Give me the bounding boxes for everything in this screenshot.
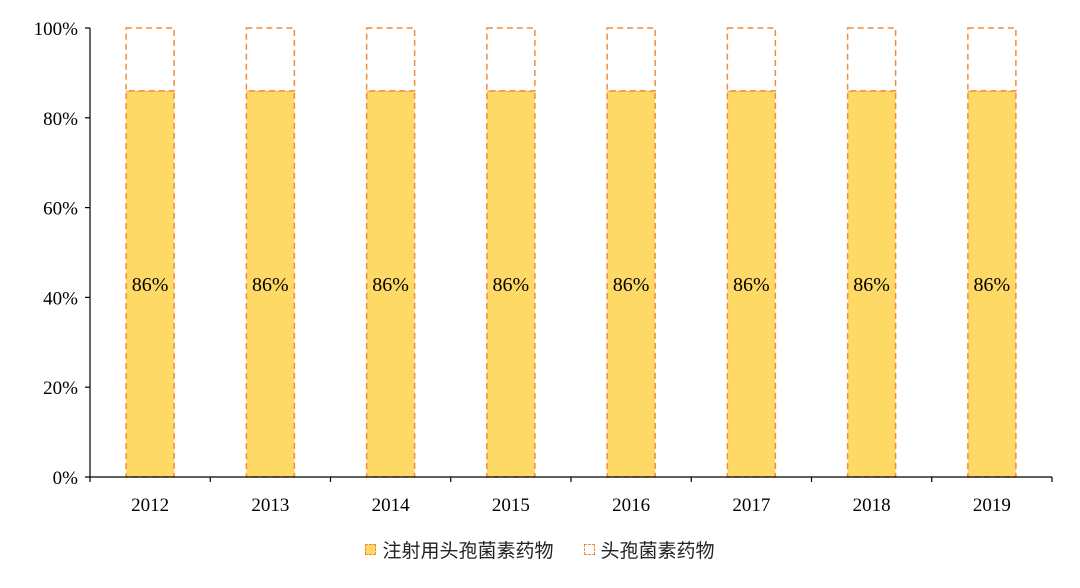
legend-label-injection: 注射用头孢菌素药物: [382, 540, 554, 562]
bar-cephalosporin-2012: [125, 27, 175, 92]
y-tick-label-2: 40%: [43, 288, 78, 309]
bar-injection-2015: [486, 90, 536, 478]
bars-layer: [125, 27, 1017, 478]
legend-label-cephalosporin: 头孢菌素药物: [600, 540, 715, 562]
bar-cephalosporin-2013: [245, 27, 296, 92]
bar-cephalosporin-2018: [846, 27, 897, 92]
bar-injection-2014: [365, 90, 416, 478]
legend-swatch-dashed: [583, 544, 595, 555]
bar-injection-2012: [125, 90, 175, 478]
data-label-2017: 86%: [733, 274, 770, 296]
legend-swatch-filled: [365, 544, 377, 555]
x-tick-label-2014: 2014: [372, 495, 411, 516]
x-tick-label-2016: 2016: [612, 495, 650, 516]
bar-cephalosporin-2015: [486, 27, 536, 92]
data-label-2012: 86%: [132, 274, 169, 296]
legend-item-cephalosporin[interactable]: 头孢菌素药物: [583, 536, 715, 563]
bar-injection-2013: [245, 90, 296, 478]
data-label-2018: 86%: [853, 274, 890, 296]
x-tick-label-2017: 2017: [732, 495, 770, 516]
bar-injection-2016: [606, 90, 656, 478]
x-tick-label-2012: 2012: [131, 495, 169, 516]
data-label-2015: 86%: [493, 274, 530, 296]
axes-layer: [85, 27, 1053, 482]
y-tick-label-5: 100%: [34, 19, 79, 40]
y-tick-label-4: 80%: [43, 109, 78, 130]
legend: 注射用头孢菌素药物 头孢菌素药物: [0, 536, 1080, 563]
data-label-2016: 86%: [613, 274, 650, 296]
data-label-2019: 86%: [974, 274, 1011, 296]
bar-injection-2017: [726, 90, 777, 478]
x-tick-label-2015: 2015: [492, 495, 530, 516]
y-tick-label-1: 20%: [43, 378, 78, 399]
data-label-2013: 86%: [252, 274, 289, 296]
data-label-2014: 86%: [372, 274, 409, 296]
labels-layer: 86% 2012 86% 2013 86% 2014 86% 2015 86% 2016 86% 20…: [34, 19, 1011, 516]
stacked-bar-chart: 86% 2012 86% 2013 86% 2014 86% 2015 86% 2016 86% 20…: [34, 19, 1053, 516]
x-tick-label-2018: 2018: [853, 495, 891, 516]
bar-injection-2019: [967, 90, 1017, 478]
legend-item-injection[interactable]: 注射用头孢菌素药物: [365, 536, 554, 563]
y-tick-label-3: 60%: [43, 199, 78, 220]
y-tick-label-0: 0%: [53, 468, 79, 489]
bar-injection-2018: [846, 90, 897, 478]
bar-cephalosporin-2016: [606, 27, 656, 92]
bar-cephalosporin-2014: [365, 27, 416, 92]
bar-cephalosporin-2017: [726, 27, 777, 92]
x-tick-label-2013: 2013: [251, 495, 289, 516]
bar-cephalosporin-2019: [967, 27, 1017, 92]
x-tick-label-2019: 2019: [973, 495, 1011, 516]
